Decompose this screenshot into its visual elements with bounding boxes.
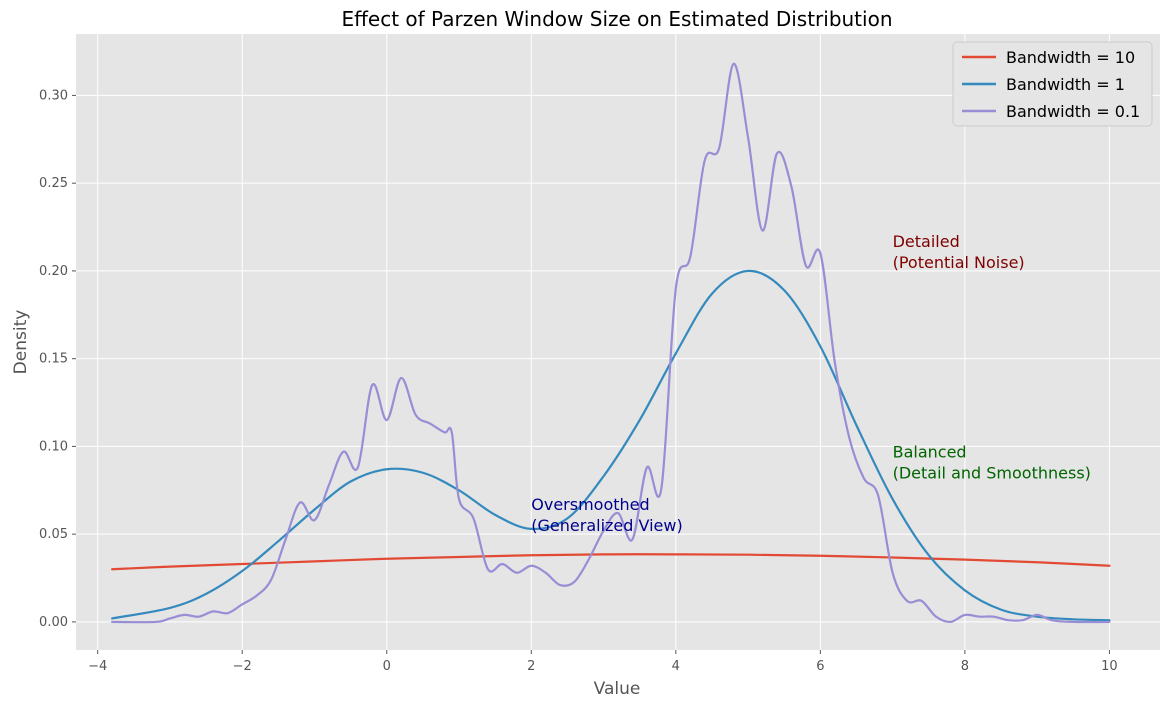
legend-box xyxy=(952,41,1153,127)
legend-label-1: Bandwidth = 10 xyxy=(1006,48,1135,67)
x-tick-label: 8 xyxy=(961,659,969,674)
x-tick-label: −4 xyxy=(88,659,107,674)
y-tick-label: 0.00 xyxy=(39,615,68,630)
y-tick-label: 0.30 xyxy=(39,88,68,103)
annotations-group: Detailed (Potential Noise) Balanced (Detail… xyxy=(531,232,1091,535)
y-tick-label: 0.20 xyxy=(39,264,68,279)
annotation-3-line-1: Oversmoothed xyxy=(531,495,649,514)
x-axis-label: Value xyxy=(594,679,641,699)
annotation-2-line-2: (Detail and Smoothness) xyxy=(893,464,1091,483)
annotation-3-line-2: (Generalized View) xyxy=(531,516,682,535)
annotation-1-line-1: Detailed xyxy=(893,232,960,251)
x-tick-label: 10 xyxy=(1101,659,1118,674)
series-line-1 xyxy=(111,553,1111,571)
x-tick-label: 2 xyxy=(527,659,535,674)
y-tick-label: 0.15 xyxy=(39,352,68,367)
y-tick-label: 0.05 xyxy=(39,527,68,542)
x-tick-label: 4 xyxy=(672,659,680,674)
grid xyxy=(76,34,1160,650)
x-tick-label: 0 xyxy=(383,659,391,674)
y-axis-label: Density xyxy=(11,310,31,375)
legend-label-2: Bandwidth = 1 xyxy=(1006,75,1125,94)
chart-title: Effect of Parzen Window Size on Estimate… xyxy=(342,7,893,31)
y-tick-label: 0.25 xyxy=(39,176,68,191)
plot-background xyxy=(76,34,1160,650)
legend: Bandwidth = 10 Bandwidth = 1 Bandwidth = 0… xyxy=(952,41,1153,127)
series-group xyxy=(111,62,1111,624)
series-line-3 xyxy=(111,62,1111,624)
annotation-2-line-1: Balanced xyxy=(893,443,967,462)
ticks-group: −4 −2 0 2 4 6 8 10 0.00 0.05 0.10 0.15 0.20 0.25 0.30 xyxy=(39,88,1118,674)
annotation-1-line-2: (Potential Noise) xyxy=(893,253,1025,272)
x-tick-label: 6 xyxy=(816,659,824,674)
series-line-2 xyxy=(111,269,1111,622)
y-tick-label: 0.10 xyxy=(39,439,68,454)
x-tick-label: −2 xyxy=(233,659,252,674)
legend-label-3: Bandwidth = 0.1 xyxy=(1006,102,1140,121)
